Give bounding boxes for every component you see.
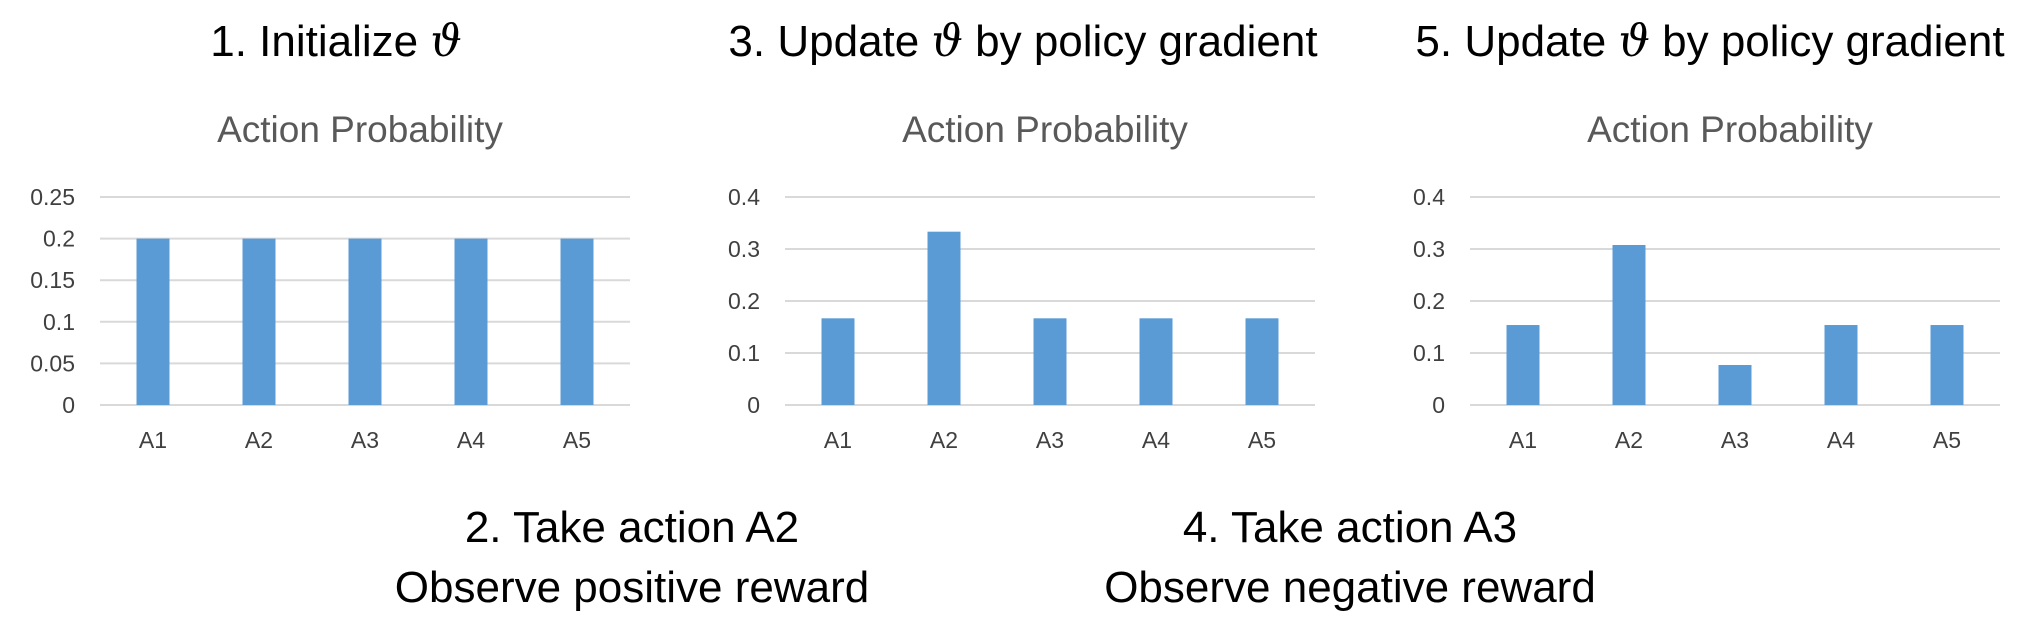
x-tick-label: A4 — [457, 427, 485, 453]
chart-2: Action Probability 0 0.1 0.2 0.3 0.4 A1 A2 A3 A4 A… — [685, 100, 1365, 480]
step-3-prefix: 3. Update — [728, 17, 932, 66]
bar-a2 — [1612, 244, 1646, 405]
x-tick-label: A3 — [1721, 427, 1749, 453]
bar-a5 — [1245, 318, 1279, 405]
x-tick-label: A3 — [351, 427, 379, 453]
bar-a5 — [560, 238, 594, 405]
y-tick-label: 0.2 — [728, 288, 760, 314]
bar-a1 — [136, 238, 170, 405]
bar-a2 — [242, 238, 276, 405]
bar-a3 — [348, 238, 382, 405]
bar-a4 — [1824, 325, 1858, 405]
y-tick-label: 0.1 — [1413, 340, 1445, 366]
chart-3: Action Probability 0 0.1 0.2 0.3 0.4 A1 A2 A3 A4 A… — [1370, 100, 2044, 480]
bar-a1 — [821, 318, 855, 405]
y-tick-label: 0.25 — [30, 184, 75, 210]
step-3-suffix: by policy gradient — [962, 17, 1318, 66]
step-4-caption: 4. Take action A3 Observe negative rewar… — [1104, 498, 1596, 618]
bar-a2 — [927, 231, 961, 405]
y-tick-label: 0.1 — [728, 340, 760, 366]
x-tick-label: A5 — [1248, 427, 1276, 453]
step-1-title: 1. Initialize ϑ — [210, 12, 462, 72]
y-tick-label: 0 — [1432, 392, 1445, 418]
step-3-title: 3. Update ϑ by policy gradient — [728, 12, 1317, 72]
x-tick-label: A4 — [1827, 427, 1855, 453]
x-tick-label: A4 — [1142, 427, 1170, 453]
x-tick-label: A1 — [1509, 427, 1537, 453]
y-tick-label: 0 — [62, 392, 75, 418]
step-1-prefix: 1. Initialize — [210, 17, 431, 66]
y-tick-label: 0.2 — [1413, 288, 1445, 314]
y-tick-label: 0.15 — [30, 267, 75, 293]
x-tick-label: A1 — [824, 427, 852, 453]
y-tick-label: 0.3 — [1413, 236, 1445, 262]
chart-2-svg: Action Probability 0 0.1 0.2 0.3 0.4 A1 A2 A3 A4 A… — [728, 109, 1315, 453]
bar-a3 — [1033, 318, 1067, 405]
step-4-line-1: 4. Take action A3 — [1182, 503, 1518, 552]
x-tick-label: A3 — [1036, 427, 1064, 453]
step-5-prefix: 5. Update — [1415, 17, 1619, 66]
chart-title: Action Probability — [902, 109, 1188, 150]
x-tick-label: A5 — [1933, 427, 1961, 453]
chart-3-svg: Action Probability 0 0.1 0.2 0.3 0.4 A1 A2 A3 A4 A… — [1413, 109, 2000, 453]
y-tick-label: 0.4 — [1413, 184, 1445, 210]
y-tick-label: 0 — [747, 392, 760, 418]
y-tick-label: 0.3 — [728, 236, 760, 262]
chart-title: Action Probability — [1587, 109, 1873, 150]
chart-1: Action Probability 0 0.05 0.1 0.15 0.2 0.25 A1 A… — [0, 100, 680, 480]
step-4-line-2: Observe negative reward — [1104, 563, 1596, 612]
step-2-line-1: 2. Take action A2 — [464, 503, 800, 552]
y-tick-label: 0.2 — [43, 226, 75, 252]
step-2-caption: 2. Take action A2 Observe positive rewar… — [395, 498, 869, 618]
chart-1-svg: Action Probability 0 0.05 0.1 0.15 0.2 0.25 A1 A… — [30, 109, 630, 453]
x-tick-label: A1 — [139, 427, 167, 453]
theta-symbol: ϑ — [931, 16, 963, 67]
y-tick-label: 0.05 — [30, 350, 75, 376]
bar-a1 — [1506, 325, 1540, 405]
y-tick-label: 0.4 — [728, 184, 760, 210]
x-tick-label: A2 — [1615, 427, 1643, 453]
bar-a3 — [1718, 365, 1752, 405]
step-5-title: 5. Update ϑ by policy gradient — [1415, 12, 2004, 72]
x-tick-label: A2 — [930, 427, 958, 453]
step-5-suffix: by policy gradient — [1649, 17, 2005, 66]
theta-symbol: ϑ — [430, 16, 462, 67]
y-tick-label: 0.1 — [43, 309, 75, 335]
x-tick-label: A5 — [563, 427, 591, 453]
bar-a4 — [1139, 318, 1173, 405]
step-2-line-2: Observe positive reward — [394, 563, 870, 612]
x-tick-label: A2 — [245, 427, 273, 453]
bar-a4 — [454, 238, 488, 405]
chart-title: Action Probability — [217, 109, 503, 150]
theta-symbol: ϑ — [1618, 16, 1650, 67]
bar-a5 — [1930, 325, 1964, 405]
